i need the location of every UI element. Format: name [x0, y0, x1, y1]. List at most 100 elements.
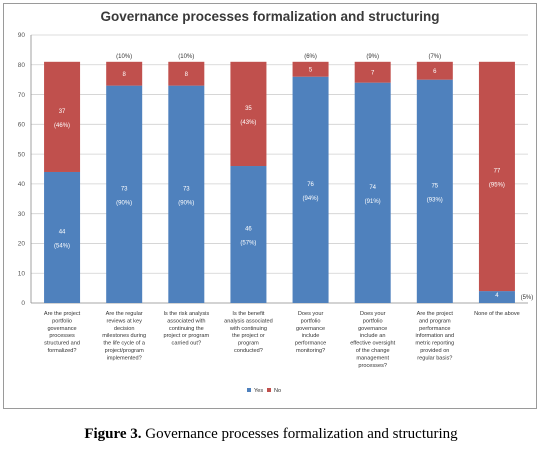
bar-yes	[44, 171, 81, 303]
category-label: decision	[114, 326, 135, 332]
bar-no	[168, 61, 205, 86]
percent-label-no: (7%)	[428, 54, 441, 60]
category-label: implemented?	[107, 355, 142, 361]
category-label: Are the project	[417, 311, 454, 317]
category-label: of the change	[356, 348, 390, 354]
bar-no	[354, 61, 391, 83]
category-label: information and	[416, 333, 455, 339]
category-label: processes?	[358, 363, 387, 369]
data-label-no: 37	[59, 109, 66, 115]
y-tick-label: 20	[18, 241, 26, 248]
category-label: portfolio	[301, 318, 321, 324]
y-tick-label: 40	[18, 181, 26, 188]
category-label: associated with	[167, 318, 205, 324]
y-tick-label: 70	[18, 92, 26, 99]
percent-label-yes: (90%)	[116, 200, 132, 206]
percent-label-yes: (90%)	[178, 200, 194, 206]
percent-label-no: (10%)	[116, 54, 132, 60]
bar-no	[416, 61, 453, 80]
category-label: the project or	[232, 333, 265, 339]
figure-caption: Figure 3. Governance processes formaliza…	[0, 426, 542, 443]
bar-no	[478, 61, 515, 292]
bar-no	[44, 61, 81, 172]
category-label: include an	[360, 333, 386, 339]
chart-frame: Governance processes formalization and s…	[3, 3, 537, 409]
category-label: carried out?	[172, 341, 202, 347]
y-tick-label: 90	[18, 32, 26, 39]
category-label: Is the benefit	[232, 311, 264, 317]
percent-label-no: (95%)	[489, 182, 505, 188]
category-label: the life cycle of a	[103, 341, 146, 347]
percent-label-no: (46%)	[54, 123, 70, 129]
bar-yes	[478, 291, 515, 303]
figure-caption-text: Governance processes formalization and s…	[145, 426, 458, 442]
percent-label-no: (43%)	[240, 120, 256, 126]
data-label-no: 77	[494, 168, 501, 174]
percent-label-no: (6%)	[304, 54, 317, 60]
data-label-yes: 75	[431, 183, 438, 189]
data-label-no: 5	[309, 68, 313, 74]
y-tick-label: 60	[18, 122, 26, 129]
data-label-yes: 44	[59, 229, 66, 235]
category-label: Are the project	[44, 311, 81, 317]
category-label: performance	[295, 341, 326, 347]
category-label: processes	[49, 333, 75, 339]
category-label: provided on	[420, 348, 449, 354]
category-label: and program	[419, 318, 451, 324]
category-label: project/program	[105, 348, 145, 354]
category-label: None of the above	[474, 311, 520, 317]
bar-no	[292, 61, 329, 77]
data-label-no: 8	[185, 72, 189, 78]
data-label-yes: 76	[307, 182, 314, 188]
data-label-yes: 4	[495, 293, 499, 299]
category-label: program	[238, 341, 259, 347]
data-label-no: 6	[433, 69, 437, 75]
category-label: conducted?	[234, 348, 263, 354]
category-label: governance	[47, 326, 76, 332]
category-label: performance	[419, 326, 450, 332]
category-label: portfolio	[52, 318, 72, 324]
y-tick-label: 0	[21, 300, 25, 307]
chart-title: Governance processes formalization and s…	[100, 9, 439, 24]
bar-no	[230, 61, 267, 167]
percent-label-yes: (54%)	[54, 243, 70, 249]
data-label-no: 35	[245, 106, 252, 112]
category-label: Is the risk analysis	[163, 311, 209, 317]
bar-yes	[292, 76, 329, 303]
category-label: include	[302, 333, 320, 339]
figure-caption-label: Figure 3.	[84, 426, 142, 442]
percent-label-no: (9%)	[366, 54, 379, 60]
data-label-yes: 74	[369, 185, 376, 191]
category-label: analysis associated	[224, 318, 273, 324]
legend-label-no: No	[274, 388, 281, 394]
category-label: monitoring?	[296, 348, 325, 354]
stacked-bar-chart: Governance processes formalization and s…	[18, 9, 534, 394]
category-label: Are the regular	[106, 311, 143, 317]
percent-label-yes: (91%)	[365, 199, 381, 205]
percent-label-yes: (94%)	[303, 196, 319, 202]
data-label-no: 7	[371, 71, 375, 77]
category-label: effective oversight	[350, 341, 395, 347]
y-tick-label: 30	[18, 211, 26, 218]
category-label: governance	[358, 326, 387, 332]
percent-label-yes: (5%)	[521, 295, 534, 301]
bar-yes	[416, 79, 453, 304]
category-label: Does your	[360, 311, 386, 317]
legend-swatch-no	[267, 388, 271, 392]
data-label-yes: 73	[183, 186, 190, 192]
data-label-yes: 46	[245, 227, 252, 233]
bar-yes	[106, 85, 143, 303]
category-label: portfolio	[363, 318, 383, 324]
category-label: governance	[296, 326, 325, 332]
bar-yes	[230, 166, 267, 303]
category-label: formalized?	[48, 348, 77, 354]
category-label: metric reporting	[415, 341, 454, 347]
category-label: project or program	[163, 333, 209, 339]
bar-yes	[168, 85, 205, 303]
y-tick-label: 10	[18, 270, 26, 277]
category-label: management	[356, 355, 389, 361]
percent-label-yes: (57%)	[240, 241, 256, 247]
data-label-yes: 73	[121, 186, 128, 192]
bar-yes	[354, 82, 391, 304]
category-label: Does your	[298, 311, 324, 317]
